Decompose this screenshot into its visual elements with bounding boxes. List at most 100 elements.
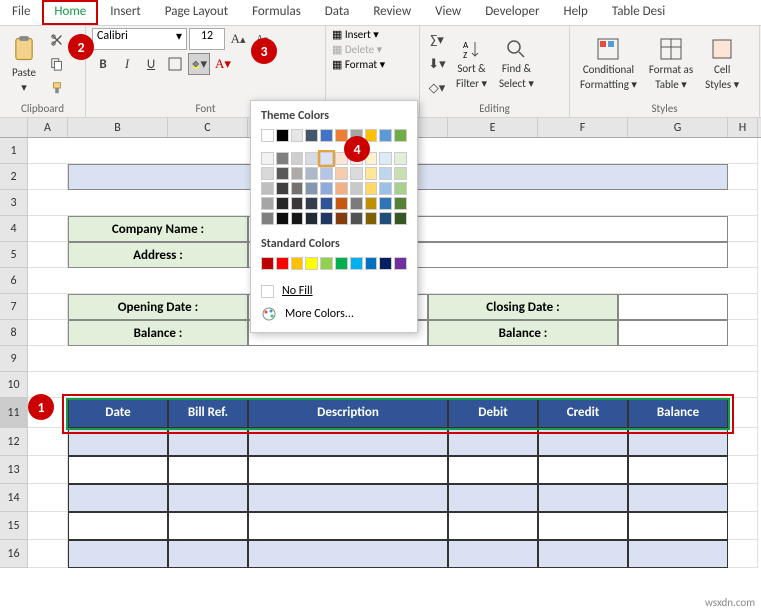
color-swatch[interactable] bbox=[350, 182, 363, 195]
conditional-formatting-button[interactable]: Conditional Formatting ▾ bbox=[576, 35, 641, 93]
row-header[interactable]: 9 bbox=[0, 346, 28, 372]
row-header[interactable]: 6 bbox=[0, 268, 28, 294]
format-painter-button[interactable] bbox=[46, 77, 68, 99]
table-cell[interactable] bbox=[448, 456, 538, 484]
tab-data[interactable]: Data bbox=[313, 0, 362, 25]
table-cell[interactable] bbox=[248, 512, 448, 540]
border-button[interactable] bbox=[164, 53, 186, 75]
table-cell[interactable] bbox=[248, 540, 448, 568]
color-swatch[interactable] bbox=[261, 212, 274, 225]
color-swatch[interactable] bbox=[276, 182, 289, 195]
row-header[interactable]: 14 bbox=[0, 484, 28, 512]
tab-formulas[interactable]: Formulas bbox=[240, 0, 313, 25]
col-header[interactable]: A bbox=[28, 118, 68, 137]
color-swatch[interactable] bbox=[320, 182, 333, 195]
table-cell[interactable] bbox=[248, 484, 448, 512]
font-size-select[interactable]: 12 bbox=[189, 28, 225, 50]
table-cell[interactable] bbox=[168, 456, 248, 484]
table-cell[interactable] bbox=[248, 428, 448, 456]
row-header[interactable]: 1 bbox=[0, 138, 28, 164]
color-swatch[interactable] bbox=[320, 167, 333, 180]
color-swatch[interactable] bbox=[335, 212, 348, 225]
tab-help[interactable]: Help bbox=[551, 0, 599, 25]
table-cell[interactable] bbox=[628, 484, 728, 512]
col-header[interactable]: F bbox=[538, 118, 628, 137]
color-swatch[interactable] bbox=[379, 257, 392, 270]
col-header[interactable]: E bbox=[448, 118, 538, 137]
color-swatch[interactable] bbox=[394, 257, 407, 270]
row-header[interactable]: 10 bbox=[0, 372, 28, 398]
no-fill-item[interactable]: No Fill bbox=[251, 280, 417, 302]
cells-format-button[interactable]: ▦ Format ▾ bbox=[332, 58, 385, 71]
color-swatch[interactable] bbox=[379, 197, 392, 210]
table-cell[interactable] bbox=[538, 428, 628, 456]
paste-button[interactable]: Paste ▾ bbox=[6, 32, 42, 96]
row-header[interactable]: 3 bbox=[0, 190, 28, 216]
color-swatch[interactable] bbox=[335, 167, 348, 180]
color-swatch[interactable] bbox=[394, 129, 407, 142]
tab-review[interactable]: Review bbox=[361, 0, 423, 25]
col-header[interactable]: B bbox=[68, 118, 168, 137]
table-cell[interactable] bbox=[168, 512, 248, 540]
color-swatch[interactable] bbox=[305, 129, 318, 142]
table-cell[interactable] bbox=[538, 484, 628, 512]
color-swatch[interactable] bbox=[350, 197, 363, 210]
col-header[interactable]: H bbox=[728, 118, 758, 137]
tab-table-design[interactable]: Table Desi bbox=[600, 0, 677, 25]
color-swatch[interactable] bbox=[365, 197, 378, 210]
table-cell[interactable] bbox=[168, 428, 248, 456]
cells-delete-button[interactable]: ▦ Delete ▾ bbox=[332, 43, 382, 56]
color-swatch[interactable] bbox=[291, 182, 304, 195]
tab-view[interactable]: View bbox=[423, 0, 473, 25]
table-cell[interactable] bbox=[168, 484, 248, 512]
cell-styles-button[interactable]: Cell Styles ▾ bbox=[701, 35, 743, 93]
color-swatch[interactable] bbox=[291, 197, 304, 210]
color-swatch[interactable] bbox=[276, 152, 289, 165]
bold-button[interactable]: B bbox=[92, 53, 114, 75]
col-header[interactable]: C bbox=[168, 118, 248, 137]
color-swatch[interactable] bbox=[379, 167, 392, 180]
color-swatch[interactable] bbox=[261, 152, 274, 165]
italic-button[interactable]: I bbox=[116, 53, 138, 75]
color-swatch[interactable] bbox=[320, 257, 333, 270]
font-name-select[interactable]: Calibri▾ bbox=[92, 28, 187, 50]
color-swatch[interactable] bbox=[276, 129, 289, 142]
color-swatch[interactable] bbox=[276, 212, 289, 225]
color-swatch[interactable] bbox=[335, 182, 348, 195]
color-swatch[interactable] bbox=[291, 129, 304, 142]
table-cell[interactable] bbox=[628, 456, 728, 484]
color-swatch[interactable] bbox=[291, 257, 304, 270]
color-swatch[interactable] bbox=[365, 167, 378, 180]
color-swatch[interactable] bbox=[365, 182, 378, 195]
color-swatch[interactable] bbox=[335, 197, 348, 210]
color-swatch[interactable] bbox=[261, 182, 274, 195]
color-swatch[interactable] bbox=[305, 212, 318, 225]
color-swatch[interactable] bbox=[276, 197, 289, 210]
more-colors-item[interactable]: More Colors... bbox=[251, 302, 417, 326]
fill-color-button[interactable]: ▾ bbox=[188, 53, 210, 75]
row-header[interactable]: 5 bbox=[0, 242, 28, 268]
tab-developer[interactable]: Developer bbox=[473, 0, 551, 25]
color-swatch[interactable] bbox=[365, 257, 378, 270]
color-swatch[interactable] bbox=[335, 257, 348, 270]
color-swatch[interactable] bbox=[261, 129, 274, 142]
table-cell[interactable] bbox=[68, 484, 168, 512]
table-cell[interactable] bbox=[448, 540, 538, 568]
color-swatch[interactable] bbox=[379, 129, 392, 142]
table-cell[interactable] bbox=[538, 512, 628, 540]
table-cell[interactable] bbox=[628, 540, 728, 568]
format-as-table-button[interactable]: Format as Table ▾ bbox=[645, 35, 697, 93]
autosum-button[interactable]: ∑▾ bbox=[426, 29, 448, 51]
color-swatch[interactable] bbox=[276, 167, 289, 180]
color-swatch[interactable] bbox=[291, 167, 304, 180]
color-swatch[interactable] bbox=[320, 152, 333, 165]
table-cell[interactable] bbox=[448, 428, 538, 456]
table-cell[interactable] bbox=[538, 540, 628, 568]
find-select-button[interactable]: Find & Select ▾ bbox=[495, 36, 538, 92]
row-header[interactable]: 4 bbox=[0, 216, 28, 242]
color-swatch[interactable] bbox=[394, 197, 407, 210]
color-swatch[interactable] bbox=[305, 152, 318, 165]
color-swatch[interactable] bbox=[365, 212, 378, 225]
row-header[interactable]: 12 bbox=[0, 428, 28, 456]
table-cell[interactable] bbox=[68, 540, 168, 568]
